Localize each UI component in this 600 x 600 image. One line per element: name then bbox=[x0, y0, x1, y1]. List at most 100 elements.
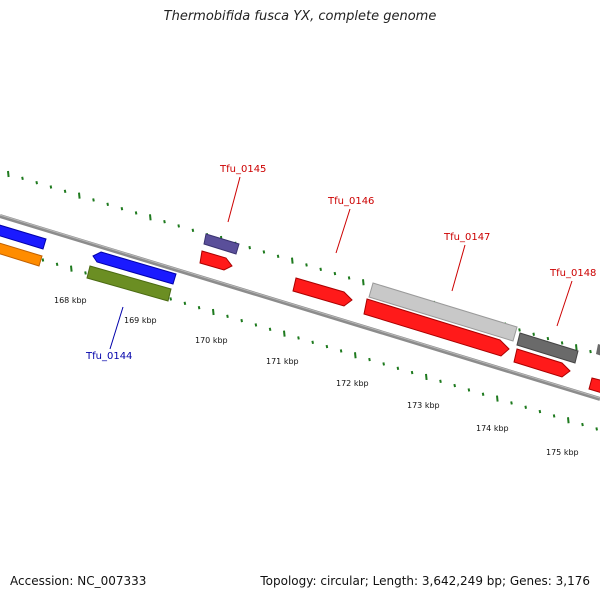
lower-tick-35 bbox=[496, 395, 499, 402]
upper-tick-18 bbox=[262, 250, 266, 254]
scale-label-172: 172 kbp bbox=[336, 379, 369, 388]
lower-tick-32 bbox=[453, 383, 456, 388]
lower-tick-14 bbox=[197, 305, 201, 310]
scale-label-169: 169 kbp bbox=[124, 316, 157, 325]
lower-tick-5 bbox=[70, 265, 73, 272]
upper-tick-36 bbox=[518, 328, 521, 332]
lower-tick-17 bbox=[240, 318, 243, 323]
lower-tick-37 bbox=[524, 405, 527, 409]
lower-tick-16 bbox=[226, 314, 229, 318]
gene-label-tfu0144: Tfu_0144 bbox=[85, 351, 132, 362]
upper-tick-13 bbox=[191, 228, 195, 232]
gene-feature-right-lower[interactable] bbox=[588, 377, 600, 393]
upper-tick-9 bbox=[134, 211, 138, 215]
lower-tick-39 bbox=[552, 414, 556, 418]
lower-tick-18 bbox=[254, 323, 258, 327]
gene-feature-left-orange[interactable] bbox=[0, 242, 43, 267]
upper-tick-3 bbox=[49, 185, 53, 189]
lower-tick-27 bbox=[382, 362, 385, 366]
lower-tick-22 bbox=[311, 340, 314, 344]
upper-tick-8 bbox=[120, 206, 124, 211]
gene-feature-tfu0144-blue[interactable] bbox=[92, 251, 177, 285]
lower-tick-12 bbox=[169, 297, 172, 301]
gene-feature-right-upper[interactable] bbox=[596, 344, 600, 356]
upper-tick-24 bbox=[347, 276, 351, 280]
upper-tick-25 bbox=[362, 279, 365, 286]
gene-feature-tfu0147-upper[interactable] bbox=[368, 282, 518, 342]
upper-tick-5 bbox=[78, 192, 81, 199]
lower-tick-6 bbox=[84, 271, 87, 275]
lower-tick-30 bbox=[425, 373, 428, 381]
scale-label-174: 174 kbp bbox=[476, 424, 509, 433]
upper-tick-6 bbox=[92, 198, 95, 202]
lower-tick-19 bbox=[268, 327, 272, 331]
gene-feature-tfu0147-lower[interactable] bbox=[363, 298, 510, 357]
map-title: Thermobifida fusca YX, complete genome bbox=[163, 9, 437, 24]
upper-tick-4 bbox=[63, 189, 67, 194]
gene-feature-tfu0145-upper[interactable] bbox=[203, 233, 240, 255]
gene-label-tfu0145: Tfu_0145 bbox=[219, 164, 266, 175]
gene-feature-tfu0144[interactable] bbox=[86, 265, 172, 302]
upper-tick-2 bbox=[35, 180, 38, 185]
leader-tfu0145 bbox=[227, 176, 241, 223]
lower-tick-29 bbox=[410, 370, 414, 375]
upper-tick-37 bbox=[532, 332, 535, 336]
scale-label-170: 170 kbp bbox=[195, 336, 228, 345]
upper-tick-10 bbox=[149, 214, 152, 221]
lower-tick-15 bbox=[212, 308, 215, 316]
lower-tick-41 bbox=[581, 422, 584, 427]
genome-backbone bbox=[0, 214, 600, 401]
genome-summary-text: Topology: circular; Length: 3,642,249 bp… bbox=[260, 574, 590, 588]
scale-label-168: 168 kbp bbox=[54, 296, 87, 305]
lower-tick-40 bbox=[567, 417, 570, 424]
gene-feature-tfu0148-lower[interactable] bbox=[513, 348, 571, 378]
leader-tfu0147 bbox=[451, 244, 466, 292]
lower-tick-26 bbox=[368, 357, 371, 362]
lower-tick-23 bbox=[325, 344, 329, 349]
lower-tick-24 bbox=[339, 349, 343, 353]
upper-tick-17 bbox=[248, 245, 251, 250]
genome-backbone-highlight bbox=[0, 214, 600, 399]
gene-feature-tfu0146[interactable] bbox=[292, 277, 353, 307]
upper-tick-40 bbox=[575, 344, 578, 351]
upper-tick-12 bbox=[177, 224, 180, 228]
upper-tick-0 bbox=[7, 170, 10, 178]
gene-label-tfu0148: Tfu_0148 bbox=[549, 268, 596, 279]
lower-tick-21 bbox=[297, 336, 300, 340]
scale-label-175: 175 kbp bbox=[546, 448, 579, 457]
gene-label-tfu0146: Tfu_0146 bbox=[327, 196, 374, 207]
scale-label-171: 171 kbp bbox=[266, 357, 299, 366]
upper-tick-41 bbox=[589, 349, 592, 354]
upper-tick-38 bbox=[546, 336, 550, 341]
leader-tfu0146 bbox=[335, 208, 351, 254]
lower-tick-25 bbox=[354, 352, 357, 359]
upper-tick-21 bbox=[305, 263, 308, 267]
upper-tick-22 bbox=[319, 267, 322, 271]
lower-tick-34 bbox=[481, 392, 485, 396]
lower-tick-33 bbox=[467, 388, 471, 392]
upper-tick-19 bbox=[276, 254, 280, 258]
lower-tick-3 bbox=[41, 258, 45, 262]
lower-tick-4 bbox=[55, 262, 59, 267]
gene-feature-tfu0148-upper[interactable] bbox=[516, 332, 579, 364]
lower-tick-13 bbox=[183, 301, 187, 305]
lower-tick-42 bbox=[595, 427, 598, 431]
upper-tick-23 bbox=[333, 271, 337, 276]
leader-tfu0144 bbox=[109, 306, 124, 350]
upper-tick-20 bbox=[291, 257, 294, 264]
gene-feature-left-blue[interactable] bbox=[0, 224, 47, 250]
accession-text: Accession: NC_007333 bbox=[10, 574, 147, 588]
lower-tick-31 bbox=[439, 379, 442, 383]
leader-tfu0148 bbox=[556, 280, 573, 327]
upper-tick-1 bbox=[21, 176, 24, 181]
upper-tick-11 bbox=[163, 219, 166, 224]
gene-feature-tfu0145-lower[interactable] bbox=[199, 250, 233, 271]
lower-tick-36 bbox=[510, 401, 513, 405]
upper-tick-39 bbox=[560, 341, 564, 345]
lower-tick-38 bbox=[538, 409, 542, 414]
upper-tick-7 bbox=[106, 202, 109, 207]
lower-tick-20 bbox=[283, 330, 286, 337]
scale-label-173: 173 kbp bbox=[407, 401, 440, 410]
gene-label-tfu0147: Tfu_0147 bbox=[443, 232, 490, 243]
